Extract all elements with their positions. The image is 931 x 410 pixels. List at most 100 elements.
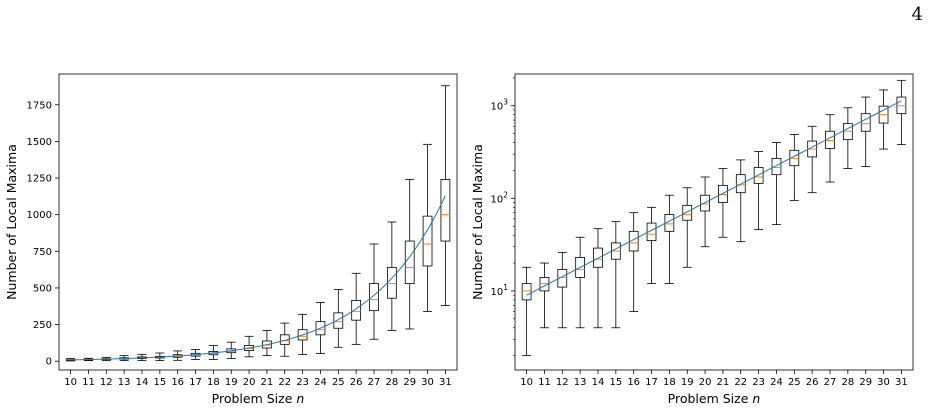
- y-tick-label: 101: [490, 283, 508, 298]
- y-tick-label: 0: [46, 357, 52, 368]
- box-n18: [664, 194, 675, 284]
- x-tick-label: 13: [574, 377, 587, 388]
- x-tick-label: 25: [332, 377, 345, 388]
- x-tick-label: 14: [592, 377, 605, 388]
- box-n28: [842, 107, 853, 169]
- box-plot-series: [521, 79, 907, 357]
- y-tick-label: 1000: [27, 210, 52, 221]
- x-tick-label: 11: [82, 377, 95, 388]
- fit-curve: [70, 195, 446, 361]
- box: [646, 222, 657, 241]
- x-tick-label: 18: [663, 377, 676, 388]
- box-n22: [735, 159, 746, 243]
- box-n29: [860, 96, 871, 168]
- log-scale-panel: 101 102 103 10 11 12 13 14 15 16 17 18 19 20 21 22 23 24…: [470, 73, 914, 406]
- x-tick-label: 21: [717, 377, 730, 388]
- box: [386, 267, 397, 299]
- box: [718, 184, 728, 203]
- box-n26: [351, 272, 362, 345]
- x-tick-label: 28: [385, 377, 398, 388]
- x-tick-label: 13: [118, 377, 131, 388]
- y-tick-label: 102: [490, 190, 508, 205]
- y-axis-label: Number of Local Maxima: [4, 144, 19, 300]
- box: [557, 269, 568, 288]
- box-n30: [422, 143, 433, 312]
- x-tick-label: 22: [278, 377, 291, 388]
- box: [404, 240, 415, 284]
- x-tick-label: 30: [421, 377, 434, 388]
- box: [860, 113, 871, 132]
- box: [753, 167, 764, 184]
- box-plot-series: [65, 85, 451, 362]
- box: [521, 283, 532, 301]
- box-n21: [262, 330, 272, 357]
- y-tick-label: 1750: [27, 100, 52, 111]
- x-tick-label: 29: [859, 377, 872, 388]
- x-tick-label: 24: [770, 377, 783, 388]
- x-tick-label: 17: [189, 377, 202, 388]
- plot-frame: [514, 73, 914, 371]
- box-n25: [789, 134, 800, 201]
- box-n23: [297, 313, 308, 355]
- x-tick-label: 18: [207, 377, 220, 388]
- x-tick-label: 21: [261, 377, 274, 388]
- box-n11: [539, 262, 550, 329]
- x-tick-label: 15: [609, 377, 622, 388]
- x-tick-label: 14: [136, 377, 149, 388]
- box-n13: [575, 236, 586, 329]
- plot-frame: [58, 73, 458, 371]
- box-n27: [825, 114, 835, 183]
- page-number: 4: [911, 4, 923, 25]
- x-tick-label: 26: [350, 377, 363, 388]
- box-n25: [333, 289, 344, 348]
- box-n20: [244, 335, 254, 358]
- x-tick-label: 19: [225, 377, 238, 388]
- x-tick-label: 27: [368, 377, 381, 388]
- y-axis-label: Number of Local Maxima: [470, 144, 485, 300]
- x-tick-label: 11: [538, 377, 551, 388]
- box-n17: [646, 206, 657, 284]
- y-tick-label: 500: [33, 283, 52, 294]
- box-n24: [771, 142, 782, 226]
- y-tick-label: 750: [33, 247, 52, 258]
- box-n21: [718, 168, 728, 238]
- box-n15: [610, 221, 621, 329]
- x-tick-label: 31: [439, 377, 452, 388]
- x-tick-label: 23: [296, 377, 309, 388]
- box: [628, 230, 639, 252]
- y-tick-label: 1500: [27, 137, 52, 148]
- x-tick-label: 24: [314, 377, 327, 388]
- box: [369, 283, 379, 312]
- box-n14: [593, 228, 603, 329]
- box: [771, 157, 782, 176]
- box: [333, 312, 344, 329]
- x-tick-label: 10: [64, 377, 77, 388]
- y-tick-label: 1250: [27, 174, 52, 185]
- box: [440, 179, 451, 242]
- x-tick-label: 10: [520, 377, 533, 388]
- x-axis-label: Problem Size n: [212, 391, 305, 406]
- box-n31: [896, 79, 907, 146]
- box-n27: [369, 243, 379, 340]
- x-tick-label: 22: [734, 377, 747, 388]
- box-n28: [386, 221, 397, 331]
- y-tick-label: 250: [33, 320, 52, 331]
- x-tick-label: 12: [556, 377, 569, 388]
- box: [422, 215, 433, 267]
- box-n16: [628, 212, 639, 312]
- x-tick-label: 16: [627, 377, 640, 388]
- x-tick-label: 26: [806, 377, 819, 388]
- fit-curve: [526, 100, 902, 296]
- x-tick-label: 31: [895, 377, 908, 388]
- box-n20: [700, 176, 710, 248]
- x-tick-label: 17: [645, 377, 658, 388]
- x-tick-label: 23: [752, 377, 765, 388]
- box-n29: [404, 179, 415, 330]
- x-tick-label: 16: [171, 377, 184, 388]
- box-n31: [440, 85, 451, 306]
- x-tick-label: 20: [243, 377, 256, 388]
- x-axis-label: Problem Size n: [668, 391, 761, 406]
- y-axis: 101 102 103: [490, 77, 515, 356]
